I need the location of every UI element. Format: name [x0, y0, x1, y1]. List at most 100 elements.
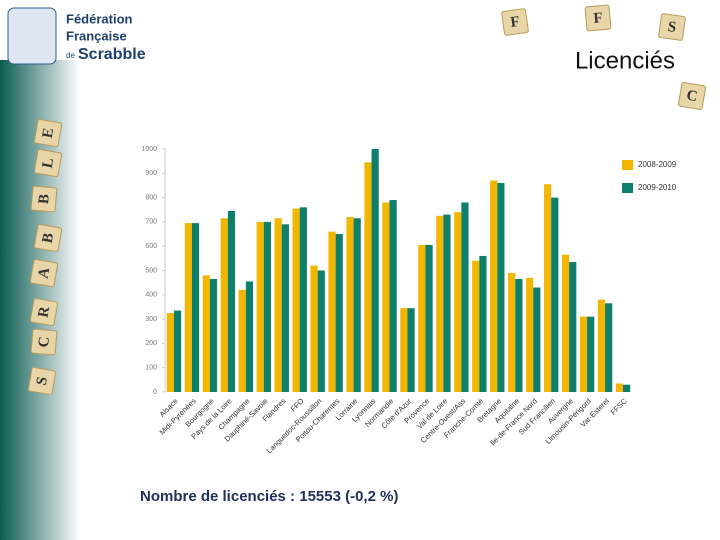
tile: S	[27, 366, 57, 396]
bar	[497, 183, 505, 392]
tile-letter: S	[667, 19, 677, 36]
y-tick-label: 700	[145, 219, 157, 226]
x-tick-label: FFSC	[609, 396, 630, 417]
bar	[615, 383, 624, 392]
tile-body	[33, 148, 63, 178]
tile-letter: C	[685, 88, 698, 106]
bar	[569, 261, 577, 392]
tile-letter: F	[509, 14, 520, 31]
y-tick-label: 0	[153, 389, 157, 396]
bar	[328, 231, 336, 392]
tile-letter: S	[34, 376, 51, 387]
bar	[587, 316, 595, 392]
bar	[543, 184, 552, 392]
bar	[479, 255, 487, 392]
tile-body	[27, 366, 57, 396]
tile: F	[501, 8, 529, 36]
y-tick-label: 600	[145, 243, 157, 250]
bar	[605, 303, 613, 392]
tile-body	[658, 13, 686, 41]
bar	[400, 308, 408, 392]
y-tick-label: 900	[145, 170, 157, 177]
bar	[418, 244, 426, 392]
bar	[508, 272, 516, 392]
tile-body	[584, 4, 612, 32]
tile-letter: C	[36, 336, 53, 348]
tile-letter: E	[40, 127, 57, 140]
bar	[515, 279, 523, 392]
tile: B	[30, 185, 58, 213]
bar	[191, 223, 200, 392]
bar	[371, 149, 379, 392]
y-tick-label: 1000	[141, 146, 157, 153]
bar	[407, 308, 415, 392]
bar	[245, 281, 254, 392]
logo-text: Fédération	[66, 11, 133, 26]
bar	[454, 212, 462, 392]
bar	[389, 200, 397, 392]
slide-title: Licenciés	[575, 47, 675, 74]
bar	[292, 208, 300, 392]
footer: Nombre de licenciés : 15553 (-0,2 %)	[140, 488, 398, 505]
tile-letter: B	[36, 193, 53, 204]
bar	[472, 260, 480, 392]
bar	[310, 265, 318, 392]
legend-label: 2008-2009	[638, 160, 677, 169]
tile-body	[677, 81, 707, 111]
bar	[238, 289, 246, 392]
legend-swatch	[622, 183, 633, 193]
tile: C	[30, 328, 58, 356]
bar	[184, 223, 192, 392]
bar	[443, 214, 451, 392]
bar	[353, 218, 361, 392]
bar	[623, 384, 631, 392]
bar	[281, 224, 289, 392]
bar	[364, 162, 372, 392]
y-tick-label: 500	[145, 267, 157, 274]
tile-body	[29, 297, 59, 327]
tile-letter: B	[40, 232, 57, 245]
bar	[263, 221, 271, 392]
tile: C	[677, 81, 707, 111]
bar	[220, 218, 228, 392]
logo-text: Française	[66, 28, 127, 43]
bar	[317, 270, 325, 392]
bar	[579, 316, 588, 392]
tile: E	[33, 118, 63, 148]
bar	[299, 207, 307, 392]
tile-letter: F	[593, 10, 604, 27]
bar	[551, 197, 559, 392]
bar	[166, 313, 174, 392]
bar	[526, 277, 534, 392]
tile-body	[33, 118, 63, 148]
bar	[202, 275, 210, 392]
logo: Fédération Française de Scrabble	[7, 7, 146, 65]
bar	[209, 279, 218, 392]
y-tick-label: 400	[145, 292, 157, 299]
tile: R	[29, 297, 59, 327]
tile-body	[33, 223, 63, 253]
bar	[274, 218, 282, 392]
tile: F	[584, 4, 612, 32]
y-tick-label: 300	[145, 316, 157, 323]
y-tick-label: 200	[145, 340, 157, 347]
tile-body	[30, 328, 58, 356]
bar	[382, 202, 390, 392]
legend-swatch	[622, 160, 633, 170]
y-tick-label: 800	[145, 194, 157, 201]
logo-text: Scrabble	[78, 46, 146, 63]
tile-letter: R	[36, 305, 54, 319]
tile: L	[33, 148, 63, 178]
bar	[425, 244, 433, 392]
logo-text: de	[66, 51, 75, 60]
tile: S	[658, 13, 686, 41]
y-tick-label: 100	[145, 365, 157, 372]
tile: A	[29, 258, 59, 288]
bar	[346, 217, 354, 392]
bar	[227, 210, 236, 392]
bar	[597, 299, 606, 392]
bar	[335, 234, 343, 392]
bar	[561, 254, 570, 392]
bar	[173, 310, 182, 392]
